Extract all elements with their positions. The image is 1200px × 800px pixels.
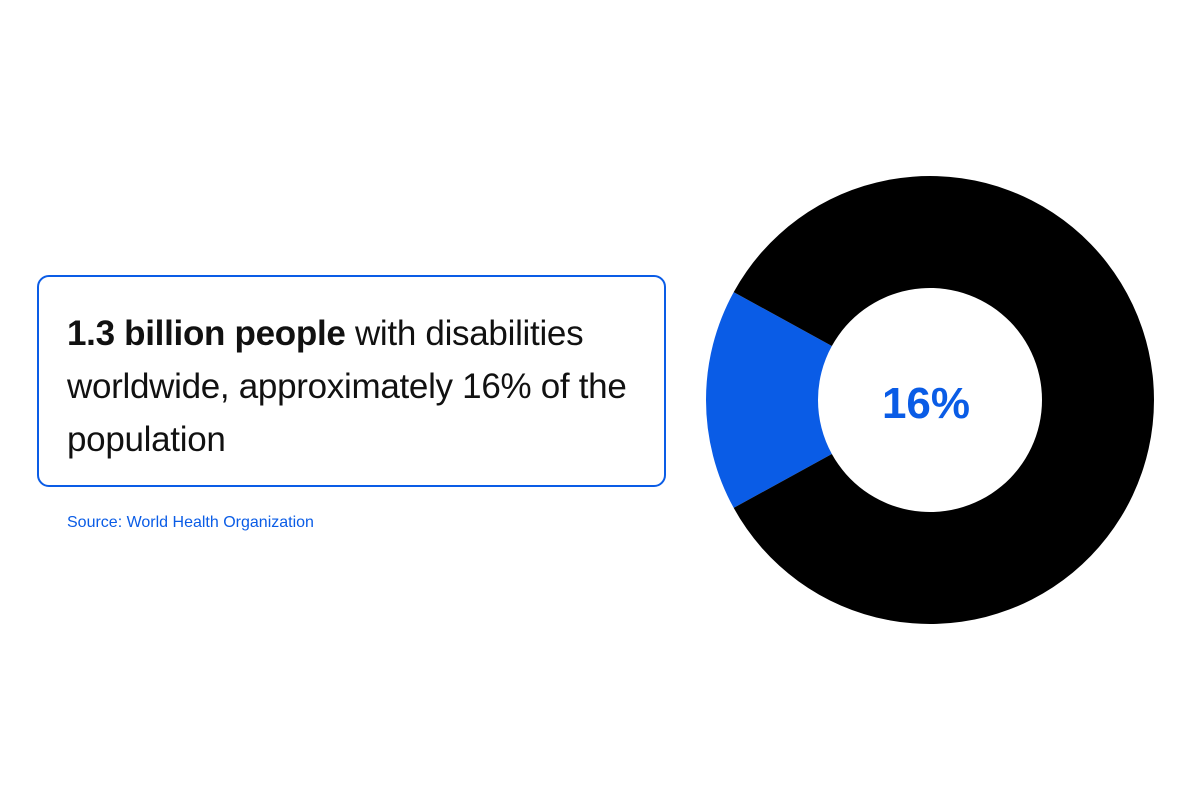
donut-slice-remainder bbox=[733, 176, 1154, 625]
stat-highlight: 1.3 billion people bbox=[67, 314, 346, 353]
donut-center-label: 16% bbox=[882, 379, 970, 428]
donut-chart-svg: 16% bbox=[706, 176, 1154, 625]
donut-slice-highlight bbox=[706, 292, 832, 508]
stat-card: 1.3 billion people with disabilities wor… bbox=[37, 275, 666, 487]
source-citation: Source: World Health Organization bbox=[67, 514, 314, 531]
donut-chart: 16% bbox=[700, 170, 1160, 630]
stat-text: 1.3 billion people with disabilities wor… bbox=[67, 307, 636, 466]
stat-description: with disabilities worldwide, approximate… bbox=[67, 314, 627, 459]
